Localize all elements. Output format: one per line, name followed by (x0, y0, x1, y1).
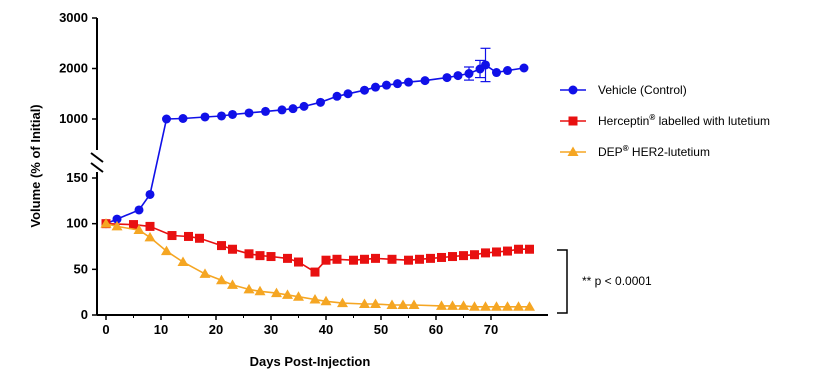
chart-series-layer (101, 48, 536, 310)
data-point (525, 245, 534, 254)
data-point (228, 110, 237, 119)
legend-item-3: DEP® HER2-lutetium (560, 144, 710, 159)
x-tick-label: 70 (484, 322, 498, 337)
legend-label: DEP® HER2-lutetium (598, 144, 710, 159)
data-point (146, 222, 155, 231)
data-point (426, 254, 435, 263)
data-point (146, 190, 155, 199)
data-point (145, 232, 156, 242)
data-point (360, 255, 369, 264)
x-tick-label: 10 (154, 322, 168, 337)
data-point (289, 104, 298, 113)
data-point (217, 111, 226, 120)
data-point (228, 245, 237, 254)
significance-bracket (557, 250, 567, 313)
series-1 (102, 48, 529, 228)
data-point (245, 249, 254, 258)
data-point (514, 245, 523, 254)
y-tick-label: 1000 (59, 111, 88, 126)
legend-marker (569, 86, 578, 95)
x-axis-title: Days Post-Injection (250, 354, 371, 369)
significance-annotation: ** p < 0.0001 (557, 250, 652, 313)
data-point (393, 79, 402, 88)
data-point (294, 258, 303, 267)
data-point (245, 108, 254, 117)
legend-label: Herceptin® labelled with lutetium (598, 113, 770, 128)
x-tick-label: 20 (209, 322, 223, 337)
data-point (261, 107, 270, 116)
data-point (162, 115, 171, 124)
legend-label: Vehicle (Control) (598, 83, 687, 97)
data-point (283, 254, 292, 263)
series-line (106, 65, 524, 224)
data-point (217, 241, 226, 250)
data-point (448, 252, 457, 261)
legend-item-1: Vehicle (Control) (560, 83, 687, 97)
data-point (179, 114, 188, 123)
axis-break-mark (91, 163, 103, 172)
y-axis-title: Volume (% of Initial) (28, 104, 43, 227)
data-point (382, 81, 391, 90)
data-point (503, 66, 512, 75)
data-point (481, 248, 490, 257)
data-point (135, 205, 144, 214)
data-point (267, 252, 276, 261)
data-point (371, 83, 380, 92)
data-point (200, 268, 211, 278)
data-point (184, 232, 193, 241)
data-point (421, 76, 430, 85)
axis-break-mark (91, 153, 103, 162)
legend-marker (569, 117, 578, 126)
data-point (278, 105, 287, 114)
data-point (129, 220, 138, 229)
series-line (106, 224, 530, 272)
x-tick-label: 30 (264, 322, 278, 337)
data-point (311, 268, 320, 277)
data-point (371, 254, 380, 263)
x-tick-label: 60 (429, 322, 443, 337)
data-point (415, 255, 424, 264)
data-point (168, 231, 177, 240)
data-point (492, 68, 501, 77)
y-tick-label: 50 (74, 261, 88, 276)
x-tick-label: 40 (319, 322, 333, 337)
data-point (178, 257, 189, 267)
x-tick-label: 0 (102, 322, 109, 337)
data-point (437, 253, 446, 262)
y-tick-label: 0 (81, 307, 88, 322)
data-point (459, 251, 468, 260)
chart-legend: Vehicle (Control) Herceptin® labelled wit… (560, 83, 770, 159)
data-point (503, 247, 512, 256)
data-point (481, 60, 490, 69)
data-point (465, 69, 474, 78)
data-point (360, 86, 369, 95)
y-tick-label: 100 (66, 216, 88, 231)
data-point (195, 234, 204, 243)
data-point (520, 63, 529, 72)
data-point (492, 247, 501, 256)
x-tick-label: 50 (374, 322, 388, 337)
data-point (316, 98, 325, 107)
y-tick-label: 3000 (59, 10, 88, 25)
data-point (404, 256, 413, 265)
data-point (256, 251, 265, 260)
data-point (322, 256, 331, 265)
chart-ticks: 0 10 20 30 40 50 60 70 0 50 100 150 1000 2000 3000 (59, 10, 498, 337)
data-point (300, 102, 309, 111)
data-point (388, 255, 397, 264)
data-point (344, 89, 353, 98)
data-point (443, 73, 452, 82)
y-tick-label: 2000 (59, 61, 88, 76)
data-point (333, 92, 342, 101)
significance-label: ** p < 0.0001 (582, 274, 652, 288)
data-point (201, 112, 210, 121)
data-point (454, 71, 463, 80)
data-point (349, 256, 358, 265)
y-tick-label: 150 (66, 170, 88, 185)
data-point (333, 255, 342, 264)
data-point (470, 250, 479, 259)
legend-item-2: Herceptin® labelled with lutetium (560, 113, 770, 128)
data-point (404, 78, 413, 87)
